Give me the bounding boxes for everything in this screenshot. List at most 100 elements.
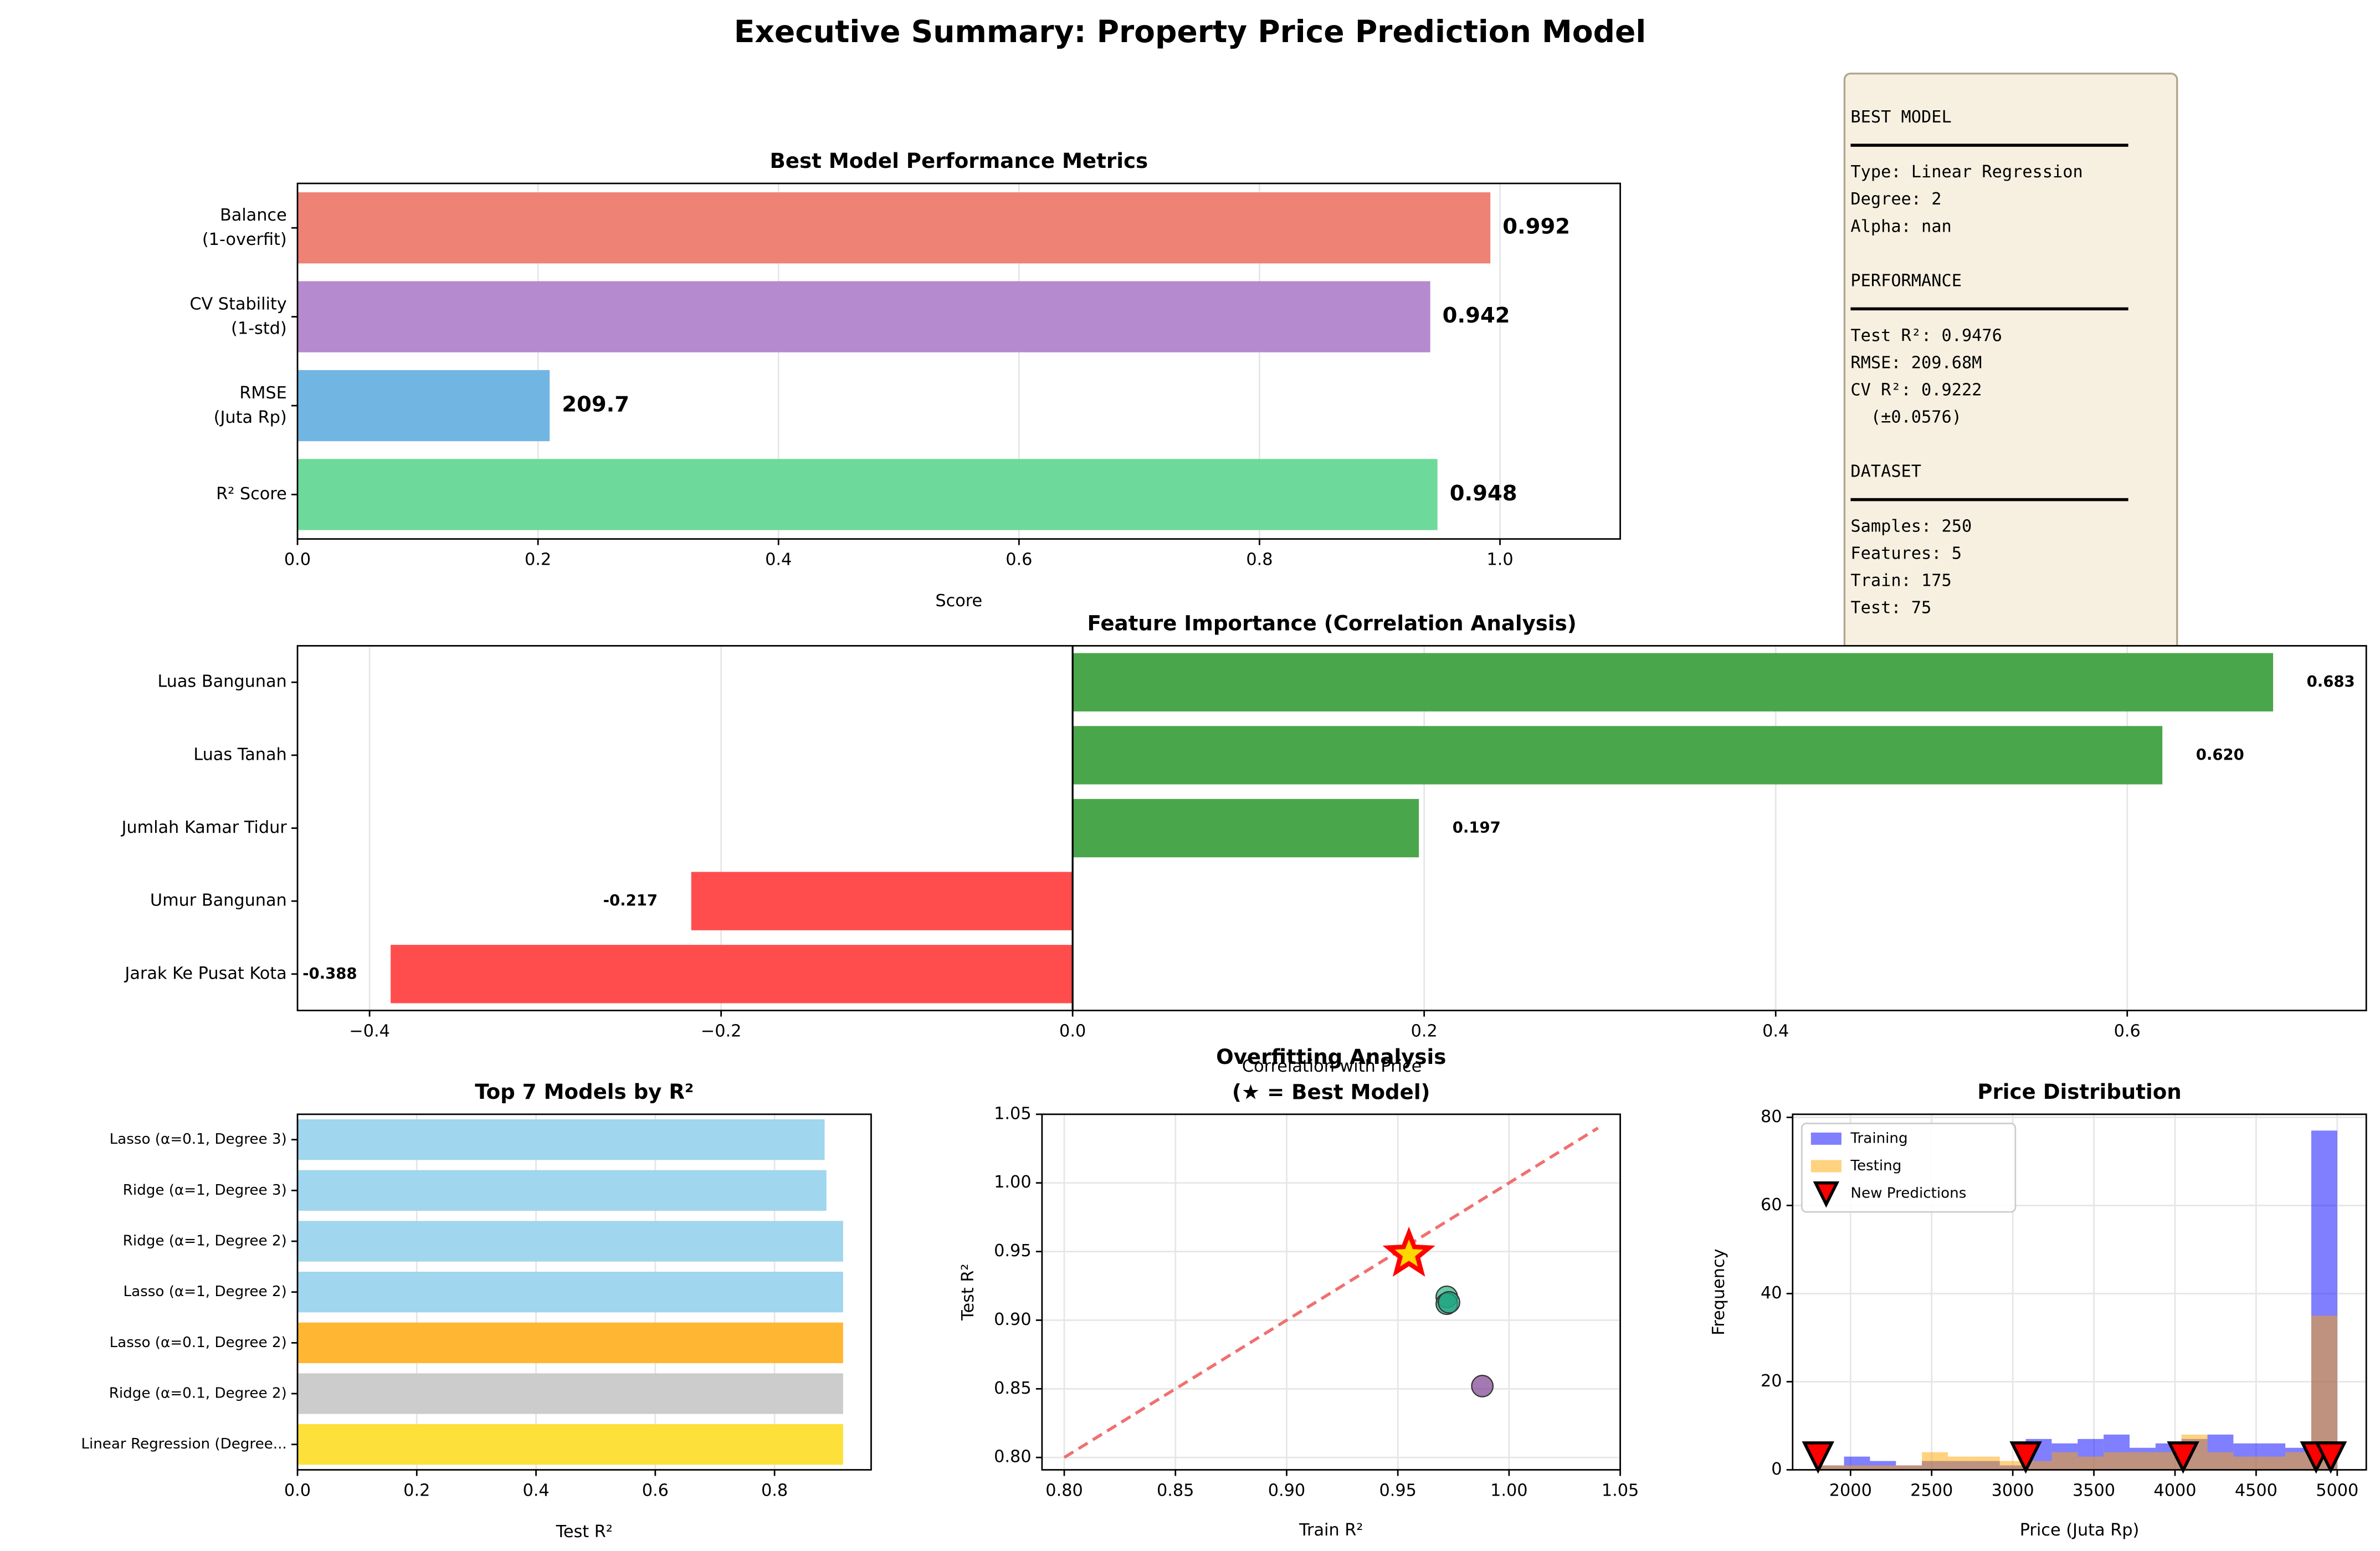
hist-bar [2104,1452,2130,1470]
reference-line [1063,1127,1599,1459]
x-tick-label: 0.95 [1379,1481,1416,1501]
info-line: Test R²: 0.9476 [1850,326,2002,345]
bar [691,872,1073,930]
x-tick-label: 1.0 [1486,550,1513,570]
y-tick-label: Luas Tanah [193,745,286,764]
bar [298,1272,843,1313]
info-heading: BEST MODEL [1850,108,1951,127]
info-line: Type: Linear Regression [1850,162,2082,182]
info-heading: PERFORMANCE [1850,271,1962,290]
prediction-marker [2167,1441,2199,1474]
hist-bar [2051,1452,2078,1470]
x-tick-label: 4500 [2235,1481,2278,1501]
y-tick-label: R² Score [216,484,287,504]
y-tick-label: 80 [1761,1107,1782,1127]
hist-bar [2025,1461,2052,1470]
info-line: Samples: 250 [1850,517,1972,536]
plot-border [1041,1113,1621,1471]
hist-bar [2233,1456,2260,1470]
legend-swatch [1810,1160,1842,1173]
y-tick-label: 0.90 [994,1310,1031,1329]
y-tick-label: Lasso (α=0.1, Degree 3) [110,1131,287,1148]
hist-bar [1948,1456,1974,1470]
x-tick-label: −0.4 [349,1022,390,1041]
plot-border [296,645,2367,1011]
bar [298,1170,827,1211]
x-tick-label: 3500 [2073,1481,2115,1501]
y-axis-label: Test R² [958,1263,978,1320]
y-tick-label: 0.80 [994,1447,1031,1467]
value-label: -0.217 [603,892,658,909]
bar [391,945,1073,1004]
bar [298,1424,843,1465]
chart-title: Overfitting Analysis (★ = Best Model) [1216,1044,1446,1103]
bar [1073,653,2274,711]
best-point [1382,1226,1435,1277]
y-tick-label: Ridge (α=1, Degree 3) [123,1182,287,1199]
x-axis-label: Train R² [1299,1521,1363,1540]
bar [1073,726,2163,785]
x-tick-label: 0.4 [765,550,792,570]
y-tick-label: Umur Bangunan [150,891,287,910]
info-line: Train: 175 [1850,571,1951,591]
x-tick-label: 2500 [1910,1481,1953,1501]
x-tick-label: 0.2 [525,550,551,570]
x-tick-label: 0.0 [1059,1022,1086,1041]
hist-bar [1999,1461,2026,1470]
prediction-marker [2314,1441,2347,1474]
y-tick-label: Lasso (α=0.1, Degree 2) [110,1334,287,1351]
x-tick-label: 0.90 [1268,1481,1305,1501]
hist-bar [2078,1456,2104,1470]
x-tick-label: 4000 [2153,1481,2196,1501]
info-line: Test: 75 [1850,598,1931,618]
bar [298,281,1430,352]
point [1471,1375,1494,1398]
legend-swatch [1810,1132,1842,1145]
x-tick-label: 0.6 [2114,1022,2141,1041]
y-tick-label: 1.05 [994,1104,1031,1123]
legend-box [1801,1122,2017,1213]
y-tick-label: 1.00 [994,1173,1031,1192]
legend-swatch [1813,1181,1840,1208]
info-line: Alpha: nan [1850,217,1951,236]
y-axis-label: Frequency [1709,1248,1728,1335]
bar [298,1322,843,1364]
bar [298,1119,825,1160]
x-tick-label: 0.8 [1246,550,1273,570]
legend-label: New Predictions [1850,1185,1966,1202]
hist-bar [1896,1465,1922,1470]
hist-bar [1844,1465,1870,1470]
y-tick-label: 40 [1761,1283,1782,1303]
y-tick-label: 0.85 [994,1379,1031,1398]
x-axis-label: Test R² [556,1522,613,1542]
x-axis-label: Correlation with Price [1242,1057,1422,1076]
x-tick-label: 0.4 [522,1481,549,1501]
x-tick-label: 0.2 [403,1481,430,1501]
info-line: RMSE: 209.68M [1850,353,1982,372]
value-label: 0.942 [1443,303,1510,328]
x-tick-label: 0.6 [642,1481,669,1501]
hist-bar [1818,1465,1844,1470]
info-line: Features: 5 [1850,544,1962,564]
page-title: Executive Summary: Property Price Predic… [734,14,1646,49]
value-label: 0.992 [1502,214,1570,239]
x-tick-label: 0.6 [1006,550,1032,570]
chart-title: Price Distribution [1977,1079,2182,1104]
value-label: 0.197 [1453,819,1501,837]
x-tick-label: −0.2 [701,1022,742,1041]
y-tick-label: Luas Bangunan [157,672,286,692]
hist-bar [2207,1452,2234,1470]
y-tick-label: 20 [1761,1371,1782,1391]
bar [1073,798,1419,858]
x-tick-label: 3000 [1992,1481,2034,1501]
info-heading: DATASET [1850,462,1921,482]
prediction-marker [1802,1441,1834,1474]
bar [298,1221,843,1262]
x-axis-label: Score [935,591,982,611]
y-tick-label: Lasso (α=1, Degree 2) [124,1283,287,1300]
hist-bar [1973,1456,2000,1470]
info-line: Degree: 2 [1850,190,1941,209]
y-tick-label: Jarak Ke Pusat Kota [124,964,286,983]
x-tick-label: 0.4 [1762,1022,1789,1041]
